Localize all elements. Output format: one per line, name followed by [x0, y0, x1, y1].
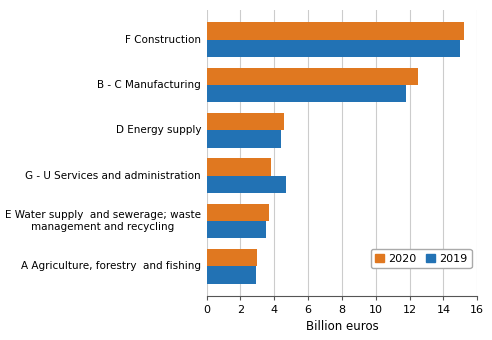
- Bar: [207, 113, 284, 130]
- Bar: [207, 158, 271, 176]
- Bar: [207, 40, 461, 57]
- Bar: [207, 266, 256, 284]
- Bar: [207, 204, 269, 221]
- Bar: [207, 249, 257, 266]
- Bar: [207, 68, 418, 85]
- Bar: [207, 176, 286, 193]
- Legend: 2020, 2019: 2020, 2019: [371, 249, 472, 268]
- Bar: [207, 130, 281, 148]
- Bar: [207, 85, 406, 102]
- Bar: [207, 221, 266, 238]
- Bar: [207, 22, 463, 40]
- X-axis label: Billion euros: Billion euros: [306, 320, 378, 334]
